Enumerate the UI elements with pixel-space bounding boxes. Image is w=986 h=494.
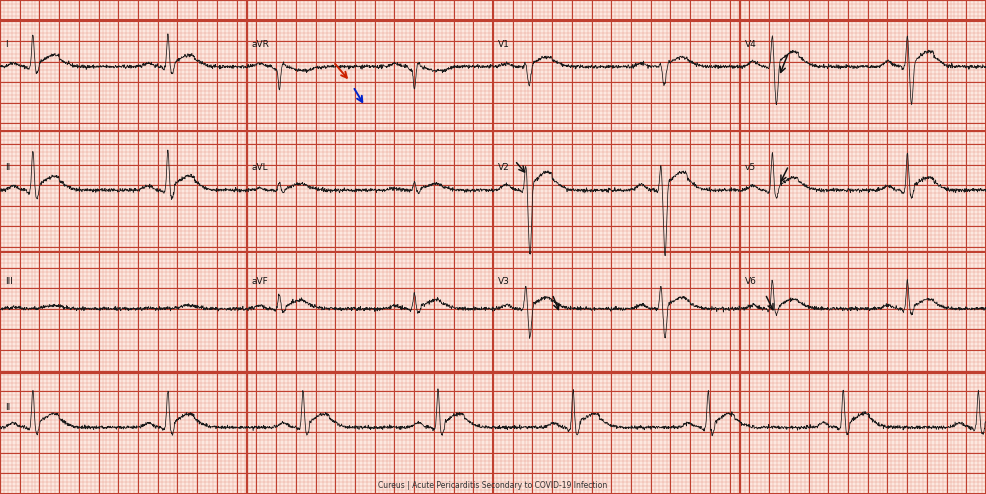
Text: II: II [5, 403, 10, 412]
Text: aVR: aVR [251, 40, 269, 48]
Text: aVL: aVL [251, 163, 268, 172]
Text: V3: V3 [498, 277, 510, 286]
Text: III: III [5, 277, 13, 286]
Text: aVF: aVF [251, 277, 268, 286]
Text: II: II [5, 163, 10, 172]
Text: V4: V4 [744, 40, 756, 48]
Text: V1: V1 [498, 40, 510, 48]
Text: Cureus | Acute Pericarditis Secondary to COVID-19 Infection: Cureus | Acute Pericarditis Secondary to… [379, 481, 607, 490]
Text: v5: v5 [744, 163, 755, 172]
Text: V2: V2 [498, 163, 510, 172]
Text: V6: V6 [744, 277, 756, 286]
Text: I: I [5, 40, 8, 48]
